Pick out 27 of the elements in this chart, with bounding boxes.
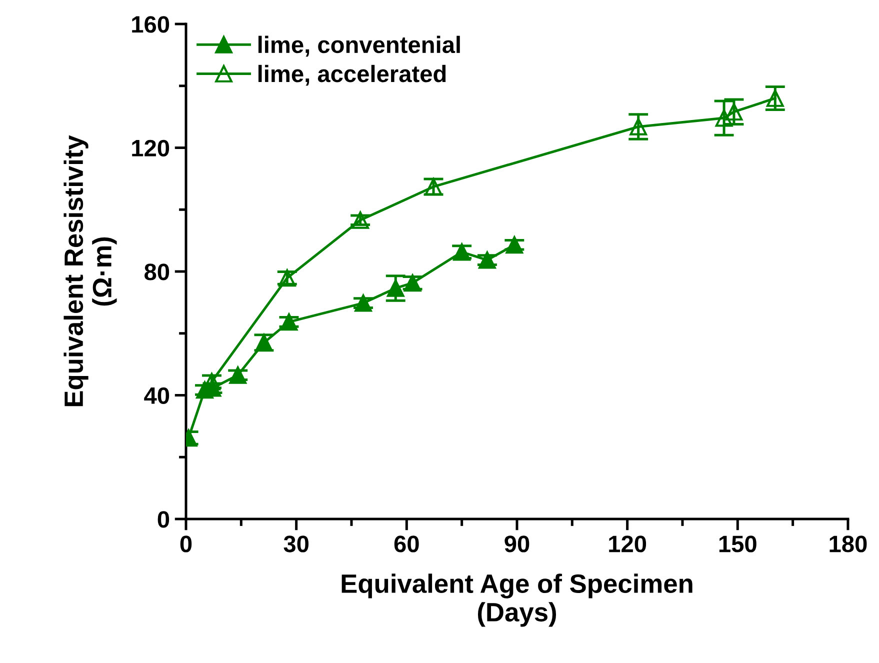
x-tick-label: 180 xyxy=(830,536,867,552)
legend-label: lime, conventenial xyxy=(258,36,460,57)
x-tick-label: 90 xyxy=(504,536,530,552)
legend-label: lime, accelerated xyxy=(258,64,446,86)
point xyxy=(715,109,733,127)
point xyxy=(478,251,496,269)
point xyxy=(506,236,524,254)
x-axis-title: Equivalent Age of Specimen (Days) xyxy=(342,574,692,627)
x-tick-label: 150 xyxy=(719,536,756,552)
x-tick-label: 0 xyxy=(180,536,192,552)
x-tick-label: 60 xyxy=(394,536,419,552)
point xyxy=(725,103,743,121)
y-tick-label: 120 xyxy=(132,140,170,157)
point xyxy=(766,90,784,107)
y-axis-title: Equivalent Resistivity (Ω·m) xyxy=(64,135,117,406)
point xyxy=(352,211,369,229)
y-tick-label: 80 xyxy=(144,264,170,280)
point xyxy=(229,366,247,384)
x-tick-label: 120 xyxy=(609,536,646,552)
x-tick-label: 30 xyxy=(284,536,308,552)
point xyxy=(354,294,372,312)
y-tick-label: 40 xyxy=(144,387,170,404)
point xyxy=(630,118,648,136)
point xyxy=(280,313,298,331)
y-tick-label: 0 xyxy=(158,511,170,528)
point xyxy=(386,280,404,297)
y-tick-label: 160 xyxy=(132,16,170,33)
